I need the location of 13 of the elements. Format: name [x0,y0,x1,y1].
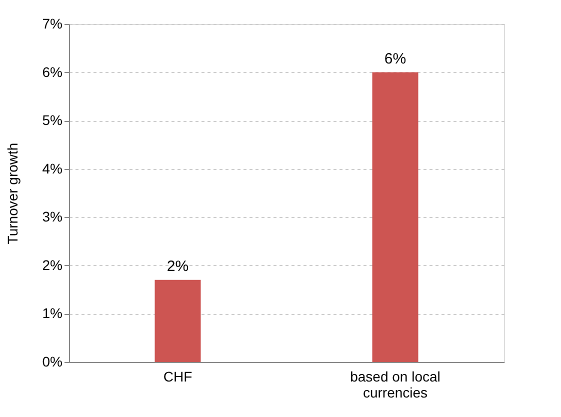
x-tick-label: based on local currencies [350,368,440,400]
y-tick-label: 3% [42,208,62,225]
y-tick-label: 2% [42,256,62,273]
y-tick-label: 0% [42,354,62,370]
y-tick-label: 5% [42,112,62,128]
data-label: 2% [166,258,189,275]
y-tick-label: 7% [42,16,62,32]
y-tick-label: 1% [42,305,62,322]
data-label: 6% [384,50,406,68]
y-tick-label: 6% [42,64,62,80]
x-tick-label: CHF [163,368,192,384]
y-tick-label: 4% [42,160,62,176]
y-axis-title: Turnover growth [4,142,20,244]
